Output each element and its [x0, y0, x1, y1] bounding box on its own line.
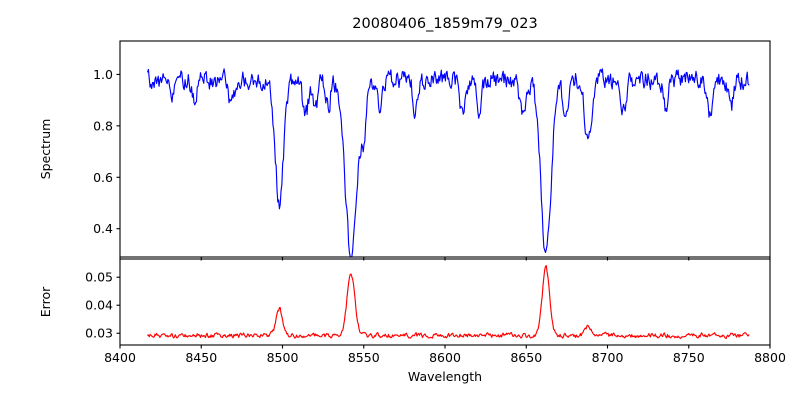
x-tick-label: 8800: [754, 350, 786, 365]
figure-title: 20080406_1859m79_023: [352, 16, 537, 32]
spectrum-panel: 0.4 0.6 0.8 1.0 Spectrum: [38, 40, 771, 261]
spectrum-y-tick-group: 0.4 0.6 0.8 1.0: [93, 67, 120, 236]
y-tick-label: 0.4: [93, 221, 113, 236]
spectrum-axes-frame: [119, 40, 771, 258]
x-tick-label: 8750: [673, 350, 705, 365]
spectrum-data-line: [147, 68, 750, 258]
error-panel: 0.03 0.04 0.05 8400 8450 8500 8550 8600 8650 870…: [38, 258, 786, 365]
y-tick-label: 0.05: [85, 270, 113, 285]
x-tick-label: 8450: [185, 350, 217, 365]
x-tick-label: 8650: [510, 350, 542, 365]
x-tick-label: 8400: [104, 350, 136, 365]
x-tick-label: 8500: [267, 350, 299, 365]
y-tick-label: 0.04: [85, 298, 113, 313]
spectrum-y-axis-label: Spectrum: [38, 119, 53, 180]
y-tick-label: 0.6: [93, 170, 113, 185]
y-tick-label: 0.03: [85, 326, 113, 341]
error-x-tick-group: 8400 8450 8500 8550 8600 8650 8700 8750 8800: [104, 345, 786, 365]
x-tick-label: 8550: [348, 350, 380, 365]
error-axes-frame: [119, 258, 771, 346]
y-tick-label: 0.8: [93, 118, 113, 133]
x-tick-label: 8600: [429, 350, 461, 365]
y-tick-label: 1.0: [93, 67, 113, 82]
error-y-tick-group: 0.03 0.04 0.05: [85, 270, 120, 341]
x-axis-label: Wavelength: [408, 369, 482, 384]
error-data-line: [147, 265, 750, 340]
x-tick-label: 8700: [592, 350, 624, 365]
error-y-axis-label: Error: [38, 286, 53, 317]
